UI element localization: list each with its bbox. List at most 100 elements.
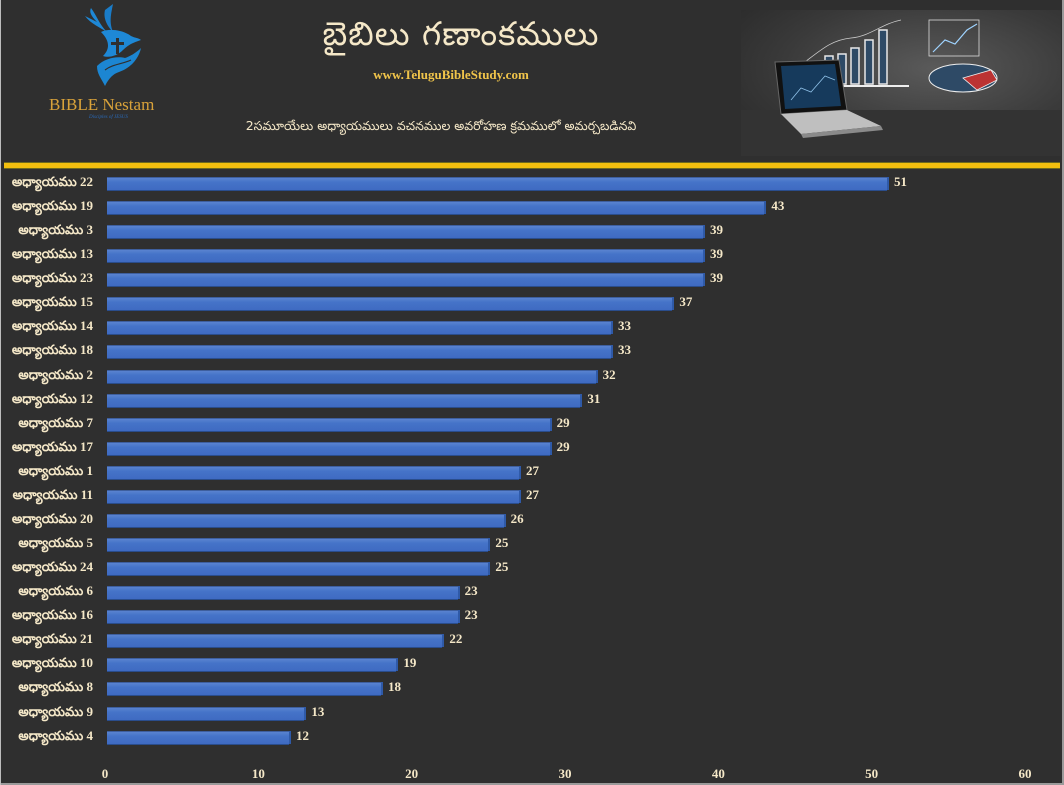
data-bar[interactable] <box>107 225 703 239</box>
value-label: 23 <box>464 607 478 623</box>
value-label: 31 <box>587 390 601 406</box>
value-label: 25 <box>495 535 509 551</box>
bar-row: అధ్యాయము 12 31 <box>1 389 1064 409</box>
value-label: 39 <box>710 270 723 286</box>
value-label: 22 <box>449 631 463 647</box>
category-label: అధ్యాయము 11 <box>12 486 93 502</box>
chart-subtitle: 2సమూయేలు అధ్యాయములు వచనముల అవరోహణ క్రమము… <box>245 118 637 133</box>
category-label: అధ్యాయము 8 <box>18 679 93 695</box>
value-label: 19 <box>403 655 417 671</box>
category-label: అధ్యాయము 3 <box>18 222 93 238</box>
data-bar[interactable] <box>107 393 581 407</box>
bar-row: అధ్యాయము 8 18 <box>1 677 1064 697</box>
data-bar[interactable] <box>107 682 381 696</box>
x-axis-tick-label: 10 <box>251 766 265 781</box>
value-label: 33 <box>618 318 631 334</box>
data-bar[interactable] <box>107 201 765 215</box>
category-label: అధ్యాయము 20 <box>11 510 93 526</box>
bar-row: అధ్యాయము 15 37 <box>1 292 1064 312</box>
category-label: అధ్యాయము 24 <box>11 559 93 575</box>
value-label: 39 <box>710 246 723 262</box>
category-label: అధ్యాయము 17 <box>11 438 93 454</box>
bible-nestam-logo: BIBLE Nestam Disciples of JESUS <box>41 2 191 122</box>
data-bar[interactable] <box>107 538 489 552</box>
value-label: 51 <box>894 174 907 189</box>
bar-row: అధ్యాయము 4 12 <box>1 726 1064 746</box>
data-bar[interactable] <box>107 249 703 263</box>
bar-row: అధ్యాయము 2 32 <box>1 365 1064 385</box>
category-label: అధ్యాయము 21 <box>11 631 93 647</box>
data-bar[interactable] <box>107 345 611 359</box>
data-bar[interactable] <box>107 489 519 503</box>
data-bar[interactable] <box>107 273 703 287</box>
bar-row: అధ్యాయము 5 25 <box>1 533 1064 553</box>
bar-row: అధ్యాయము 17 29 <box>1 437 1064 457</box>
horizontal-bar-chart: అధ్యాయము 22 51 అధ్యాయము 19 43 అధ్యాయము 3 39 అధ… <box>1 170 1064 785</box>
bar-row: అధ్యాయము 24 25 <box>1 557 1064 577</box>
page-title: బైబిలు గణాంకములు <box>322 14 600 53</box>
value-label: 37 <box>679 294 693 310</box>
x-axis-tick-label: 60 <box>1018 766 1032 781</box>
category-label: అధ్యాయము 13 <box>11 246 93 262</box>
bar-row: అధ్యాయము 13 39 <box>1 244 1064 264</box>
laptop-analytics-image <box>741 10 1061 156</box>
bar-row: అధ్యాయము 1 27 <box>1 461 1064 481</box>
data-bar[interactable] <box>107 634 443 648</box>
category-label: అధ్యాయము 19 <box>11 198 93 214</box>
data-bar[interactable] <box>107 730 289 744</box>
bar-row: అధ్యాయము 11 27 <box>1 485 1064 505</box>
data-bar[interactable] <box>107 321 611 335</box>
data-bar[interactable] <box>107 369 596 383</box>
bar-row: అధ్యాయము 10 19 <box>1 653 1064 673</box>
data-bar[interactable] <box>107 441 550 455</box>
logo-tagline: Disciples of JESUS <box>89 115 128 120</box>
data-bar[interactable] <box>107 658 397 672</box>
value-label: 12 <box>296 727 309 743</box>
logo-text: BIBLE Nestam <box>49 95 155 114</box>
data-bar[interactable] <box>107 586 458 600</box>
bar-row: అధ్యాయము 7 29 <box>1 413 1064 433</box>
category-label: అధ్యాయము 2 <box>18 366 93 382</box>
category-label: అధ్యాయము 5 <box>18 535 93 551</box>
category-label: అధ్యాయము 9 <box>18 703 93 719</box>
bar-row: అధ్యాయము 22 51 <box>1 172 1064 192</box>
bar-row: అధ్యాయము 3 39 <box>1 220 1064 240</box>
bar-row: అధ్యాయము 14 33 <box>1 316 1064 336</box>
data-bar[interactable] <box>107 706 305 720</box>
category-label: అధ్యాయము 16 <box>11 607 93 623</box>
data-bar[interactable] <box>107 417 550 431</box>
value-label: 26 <box>510 510 524 526</box>
value-label: 27 <box>526 462 539 478</box>
bar-row: అధ్యాయము 18 33 <box>1 340 1064 360</box>
category-label: అధ్యాయము 18 <box>11 342 93 358</box>
website-link[interactable]: www.TeluguBibleStudy.com <box>373 67 529 82</box>
x-axis-tick-label: 20 <box>405 766 419 781</box>
data-bar[interactable] <box>107 465 519 479</box>
value-label: 29 <box>556 438 570 454</box>
data-bar[interactable] <box>107 297 673 311</box>
data-bar[interactable] <box>107 177 887 190</box>
category-label: అధ్యాయము 6 <box>18 583 93 599</box>
value-label: 25 <box>495 559 509 575</box>
x-axis-tick-label: 30 <box>558 766 572 781</box>
value-label: 43 <box>771 198 785 214</box>
data-bar[interactable] <box>107 610 458 624</box>
data-bar[interactable] <box>107 562 489 576</box>
laptop-charts-illustration-icon <box>741 19 1061 156</box>
dove-hand-cross-icon <box>85 4 141 86</box>
data-bar[interactable] <box>107 513 504 527</box>
header-divider <box>4 162 1060 169</box>
bar-row: అధ్యాయము 21 22 <box>1 629 1064 649</box>
value-label: 27 <box>526 486 539 502</box>
value-label: 18 <box>388 679 401 695</box>
category-label: అధ్యాయము 14 <box>11 318 93 334</box>
value-label: 39 <box>710 222 723 238</box>
x-axis-tick-label: 40 <box>711 766 725 781</box>
x-axis-tick-label: 50 <box>865 766 879 781</box>
value-label: 13 <box>311 703 325 719</box>
category-label: అధ్యాయము 7 <box>18 414 93 430</box>
bar-row: అధ్యాయము 20 26 <box>1 509 1064 529</box>
category-label: అధ్యాయము 4 <box>18 727 93 743</box>
category-label: అధ్యాయము 10 <box>11 655 93 671</box>
